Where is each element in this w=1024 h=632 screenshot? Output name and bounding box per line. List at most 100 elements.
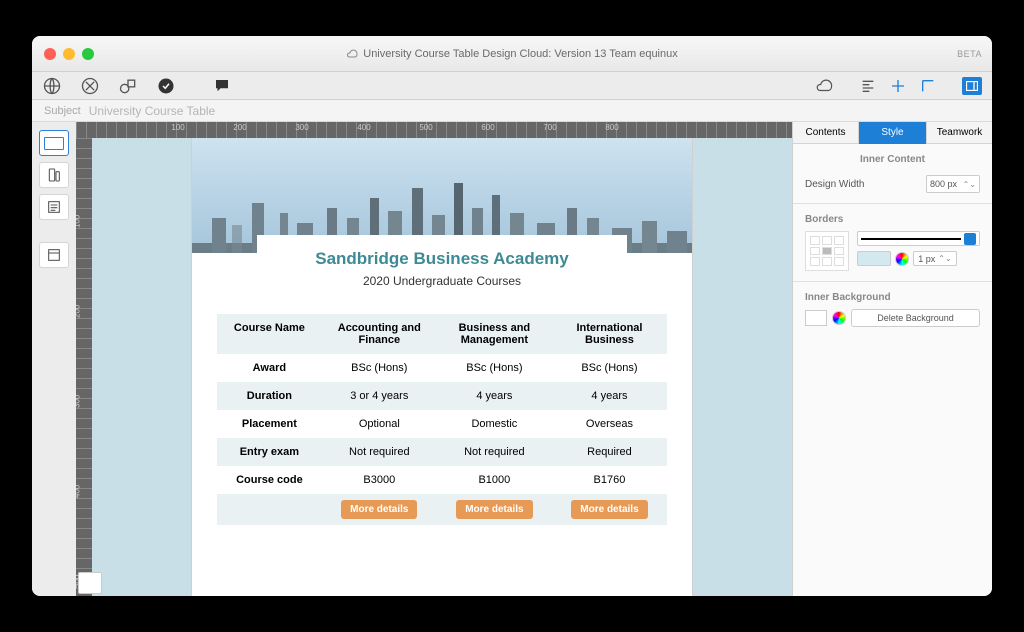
inspector-tab-contents[interactable]: Contents [793, 122, 859, 144]
table-row-label: Duration [217, 382, 322, 410]
table-cell: More details [322, 494, 437, 525]
app-window: University Course Table Design Cloud: Ve… [32, 36, 992, 596]
subject-value: University Course Table [89, 104, 216, 118]
page-nav-button[interactable] [78, 572, 102, 594]
color-picker-icon[interactable] [895, 252, 909, 266]
ruler-tick: 300 [295, 123, 308, 132]
ruler-tick: 100 [171, 123, 184, 132]
minimize-window-button[interactable] [63, 48, 75, 60]
inspector-heading: Inner Content [805, 154, 980, 165]
device-mobile-button[interactable] [39, 162, 69, 188]
table-cell: Not required [322, 438, 437, 466]
ruler-tick: 200 [76, 305, 82, 318]
border-color-swatch[interactable] [857, 251, 891, 266]
more-details-button[interactable]: More details [456, 500, 532, 519]
border-picker: 1 px⌃⌄ [805, 231, 980, 271]
table-cell: More details [552, 494, 667, 525]
check-circle-icon[interactable] [156, 76, 176, 96]
table-row-label: Entry exam [217, 438, 322, 466]
design-width-input[interactable]: 800 px⌃⌄ [926, 175, 980, 193]
device-window-button[interactable] [39, 242, 69, 268]
borders-label: Borders [805, 214, 980, 225]
table-cell: Optional [322, 410, 437, 438]
table-cell: Not required [437, 438, 552, 466]
table-cell: B3000 [322, 466, 437, 494]
table-cell: Required [552, 438, 667, 466]
ruler-tick: 200 [233, 123, 246, 132]
table-header: International Business [552, 314, 667, 354]
device-text-button[interactable] [39, 194, 69, 220]
ruler-tick: 700 [543, 123, 556, 132]
traffic-lights [32, 48, 94, 60]
table-header-label: Course Name [217, 314, 322, 354]
table-cell: More details [437, 494, 552, 525]
table-cell: B1760 [552, 466, 667, 494]
table-cell: 4 years [552, 382, 667, 410]
browse-alt-icon[interactable] [80, 76, 100, 96]
shapes-icon[interactable] [118, 76, 138, 96]
inspector-tab-style[interactable]: Style [859, 122, 926, 144]
page-subtitle: 2020 Undergraduate Courses [267, 274, 617, 288]
guides-icon[interactable] [888, 76, 908, 96]
background-swatch[interactable] [805, 310, 827, 326]
corner-icon[interactable] [918, 76, 938, 96]
inspector-tab-teamwork[interactable]: Teamwork [926, 122, 992, 144]
cloud-sync-icon[interactable] [814, 76, 834, 96]
beta-badge: BETA [957, 49, 982, 59]
ruler-tick: 400 [76, 485, 82, 498]
background-color-picker-icon[interactable] [832, 311, 846, 325]
toolbar [32, 72, 992, 100]
align-icon[interactable] [858, 76, 878, 96]
table-cell: BSc (Hons) [437, 354, 552, 382]
title-card: Sandbridge Business Academy 2020 Undergr… [257, 235, 627, 296]
delete-background-button[interactable]: Delete Background [851, 309, 980, 327]
more-details-button[interactable]: More details [571, 500, 647, 519]
course-table: Course NameAccounting and FinanceBusines… [217, 314, 667, 525]
border-width-input[interactable]: 1 px⌃⌄ [913, 251, 957, 266]
ruler-vertical: 100200300400500 [76, 138, 92, 596]
cloud-icon [346, 48, 358, 60]
table-cell: BSc (Hons) [552, 354, 667, 382]
table-cell: B1000 [437, 466, 552, 494]
inspector-toggle-button[interactable] [962, 77, 982, 95]
table-row-label: Course code [217, 466, 322, 494]
inspector-panel: ContentsStyleTeamwork Inner Content Desi… [792, 122, 992, 596]
more-details-button[interactable]: More details [341, 500, 417, 519]
maximize-window-button[interactable] [82, 48, 94, 60]
page-title: Sandbridge Business Academy [267, 249, 617, 269]
border-side-picker[interactable] [805, 231, 849, 271]
ruler-tick: 800 [605, 123, 618, 132]
table-row-label [217, 494, 322, 525]
titlebar: University Course Table Design Cloud: Ve… [32, 36, 992, 72]
chat-icon[interactable] [212, 76, 232, 96]
canvas-column: 100 200 300 400 500 600 700 800 100 200 300 400 500 [76, 122, 792, 596]
window-title: University Course Table Design Cloud: Ve… [32, 48, 992, 60]
table-cell: BSc (Hons) [322, 354, 437, 382]
inner-background-label: Inner Background [805, 292, 980, 303]
ruler-tick: 500 [419, 123, 432, 132]
inspector-tabs: ContentsStyleTeamwork [793, 122, 992, 144]
subject-row: Subject University Course Table [32, 100, 992, 122]
device-desktop-button[interactable] [39, 130, 69, 156]
design-width-label: Design Width [805, 179, 920, 190]
table-cell: 3 or 4 years [322, 382, 437, 410]
ruler-tick: 600 [481, 123, 494, 132]
ruler-tick: 400 [357, 123, 370, 132]
email-page[interactable]: Sandbridge Business Academy 2020 Undergr… [192, 138, 692, 596]
subject-label: Subject [44, 105, 81, 117]
table-cell: 4 years [437, 382, 552, 410]
table-row-label: Award [217, 354, 322, 382]
main-area: 100 200 300 400 500 600 700 800 100 200 300 400 500 [32, 122, 992, 596]
ruler-horizontal: 100 200 300 400 500 600 700 800 [76, 122, 792, 138]
inspector-body: Inner Content Design Width 800 px⌃⌄ Bord… [793, 144, 992, 337]
close-window-button[interactable] [44, 48, 56, 60]
table-header: Accounting and Finance [322, 314, 437, 354]
ruler-tick: 100 [76, 215, 82, 228]
device-rail [32, 122, 76, 596]
ruler-tick: 300 [76, 395, 82, 408]
stage[interactable]: Sandbridge Business Academy 2020 Undergr… [92, 138, 792, 596]
border-style-select[interactable] [857, 231, 980, 246]
browse-icon[interactable] [42, 76, 62, 96]
table-cell: Overseas [552, 410, 667, 438]
table-row-label: Placement [217, 410, 322, 438]
